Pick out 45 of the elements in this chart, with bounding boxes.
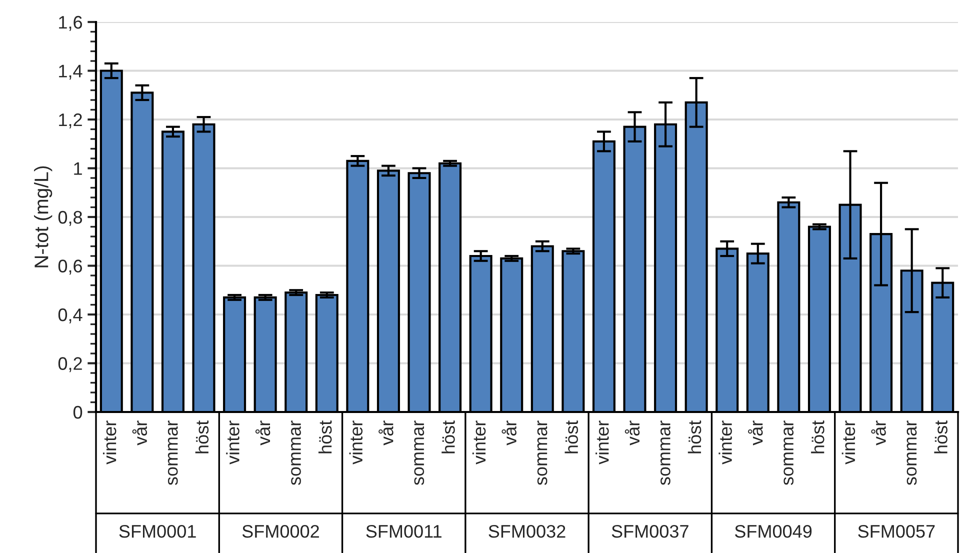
text: SFM0037 xyxy=(612,524,688,538)
text: SFM0057 xyxy=(858,524,935,538)
x-tick-label: vinter xyxy=(226,420,240,464)
y-tick-label: 0,2 xyxy=(58,357,82,372)
x-tick-label: vinter xyxy=(596,420,609,464)
x-tick-label: vinter xyxy=(349,420,363,464)
x-tick-label: sommar xyxy=(291,420,301,486)
x-tick-label: sommar xyxy=(784,420,794,486)
x-tick-label: höst xyxy=(442,420,455,454)
x-tick-label: höst xyxy=(934,420,948,454)
text: SFM0032 xyxy=(488,524,566,538)
x-tick-label: vår xyxy=(871,420,886,446)
y-tick-label: 1 xyxy=(74,162,82,175)
x-tick-label: vår xyxy=(624,420,640,446)
x-tick-label: höst xyxy=(564,420,578,454)
x-tick-label: sommar xyxy=(537,420,548,486)
x-tick-label: sommar xyxy=(906,420,917,486)
x-tick-label: vår xyxy=(502,420,516,446)
y-tick-label: 0,4 xyxy=(58,308,82,324)
x-tick-label: vår xyxy=(748,420,763,446)
x-tick-label: vår xyxy=(255,420,270,446)
text: SFM0001 xyxy=(119,524,196,538)
x-tick-label: höst xyxy=(688,420,702,454)
text: SFM0011 xyxy=(366,524,442,538)
text: SFM0049 xyxy=(734,524,812,538)
y-tick-label: 1,4 xyxy=(59,64,82,80)
x-tick-label: sommar xyxy=(414,420,424,486)
x-tick-label: vinter xyxy=(718,420,732,464)
x-tick-label: vår xyxy=(378,420,394,446)
text: SFM0002 xyxy=(242,524,319,538)
y-tick-label: 0 xyxy=(73,406,82,419)
x-tick-label: vinter xyxy=(102,420,116,464)
x-tick-label: vinter xyxy=(472,420,486,464)
x-tick-label: höst xyxy=(811,420,824,454)
x-tick-label: höst xyxy=(318,420,332,454)
y-tick-label: 1,2 xyxy=(59,113,82,128)
y-tick-label: 0,6 xyxy=(58,260,82,275)
x-tick-label: vinter xyxy=(842,420,856,464)
y-axis-title: N-tot (mg/L) xyxy=(34,166,52,268)
x-tick-label: sommar xyxy=(660,420,670,486)
x-tick-label: höst xyxy=(195,420,209,454)
x-tick-label: sommar xyxy=(168,420,178,486)
x-tick-label: vår xyxy=(132,420,148,446)
y-tick-label: 0,8 xyxy=(58,210,82,226)
y-tick-label: 1,6 xyxy=(59,16,82,31)
